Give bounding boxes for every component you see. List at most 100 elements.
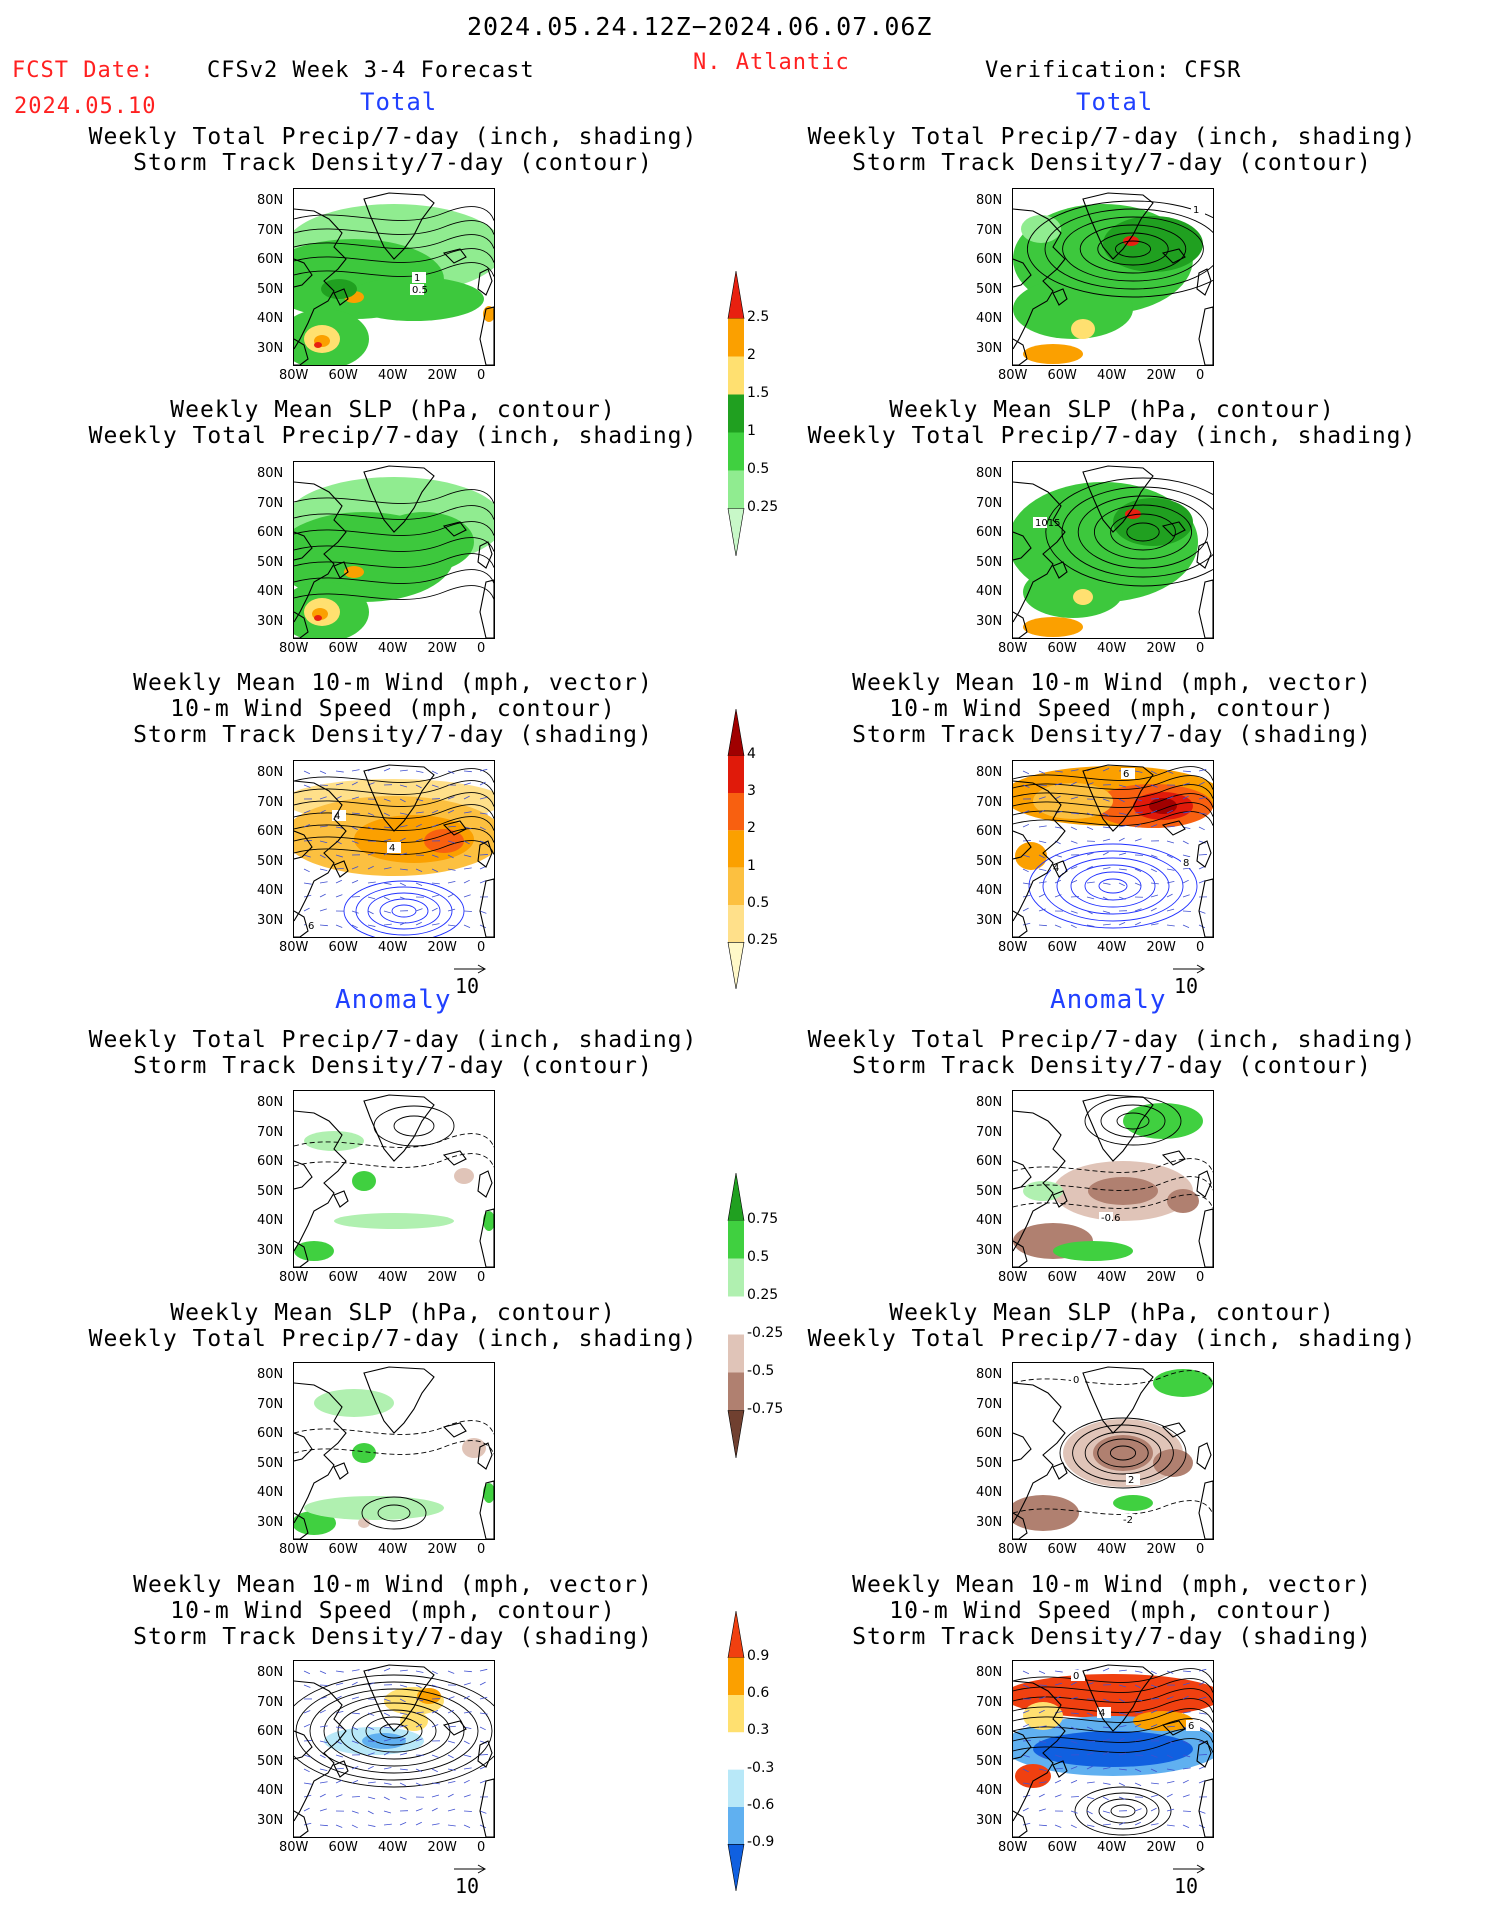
- contour-line: [1116, 1112, 1150, 1130]
- wind-vector: [1022, 1670, 1030, 1675]
- wind-vector: [1134, 1670, 1143, 1673]
- wind-vector: [351, 812, 360, 815]
- coastline: [1161, 1150, 1186, 1166]
- contour-line: [1013, 1728, 1213, 1743]
- shading-area: [1149, 798, 1177, 814]
- wind-vector: [383, 768, 391, 772]
- coastline: [1082, 1664, 1154, 1732]
- lat-tick-label: 50N: [976, 853, 1003, 869]
- coastline: [442, 248, 467, 264]
- map-plot: 1: [1013, 192, 1213, 365]
- wind-vector: [399, 1725, 408, 1728]
- wind-vector: [1134, 798, 1143, 802]
- wind-vector: [1054, 1794, 1062, 1798]
- wind-vector: [399, 1752, 408, 1756]
- wind-vector: [415, 823, 422, 828]
- section-anomaly-left: Anomaly: [335, 985, 452, 1015]
- wind-vector: [1070, 1766, 1078, 1770]
- wind-vector: [399, 1669, 408, 1672]
- wind-vector: [351, 1740, 359, 1744]
- contour-line: [393, 1115, 435, 1137]
- wind-vector: [1070, 1726, 1077, 1731]
- wind-vector: [1118, 1737, 1125, 1742]
- shading-area: [352, 1443, 376, 1463]
- coastline: [442, 1150, 467, 1166]
- vector-reference: 10: [1172, 1864, 1206, 1898]
- wind-vector: [399, 769, 408, 772]
- wind-vector: [351, 924, 358, 929]
- lon-tick-label: 20W: [1146, 368, 1176, 383]
- lat-tick-label: 40N: [976, 584, 1003, 599]
- coastline: [1013, 338, 1028, 365]
- wind-vector: [447, 1696, 455, 1700]
- shading-area: [1093, 1435, 1153, 1471]
- wind-vector: [463, 1740, 470, 1745]
- wind-vector: [367, 865, 374, 870]
- colorbar-label: -0.6: [747, 1797, 775, 1813]
- wind-vector: [351, 1824, 358, 1829]
- lat-tick-label: 70N: [257, 495, 284, 511]
- shading-area: [1158, 582, 1213, 638]
- wind-vector: [479, 781, 486, 786]
- lon-tick-label: 0: [477, 940, 486, 955]
- panel-title: Weekly Total Precip/7-day (inch, shading…: [802, 1027, 1422, 1079]
- wind-vector: [463, 879, 470, 884]
- map-panel: 1 0.5: [293, 188, 495, 366]
- wind-vector: [415, 1711, 424, 1714]
- lon-tick-label: 0: [1196, 641, 1205, 656]
- coastline: [294, 1110, 347, 1252]
- lon-tick-label: 60W: [1047, 641, 1077, 656]
- wind-vector: [1182, 795, 1189, 800]
- wind-vector: [319, 1824, 328, 1827]
- wind-vector: [463, 770, 472, 773]
- lat-tick-label: 70N: [257, 1124, 284, 1140]
- wind-vector: [399, 837, 406, 842]
- contour-line: [1062, 216, 1204, 282]
- lat-tick-label: 80N: [976, 1367, 1003, 1382]
- wind-vector: [399, 825, 408, 828]
- wind-vector: [463, 867, 472, 870]
- colorbar-segment: [728, 432, 744, 471]
- shading-area: [314, 342, 322, 348]
- contour-label: 2: [1128, 1475, 1134, 1486]
- wind-vector: [399, 1768, 408, 1771]
- wind-vector: [463, 1779, 470, 1784]
- wind-vector: [1102, 1796, 1109, 1801]
- wind-vector: [1086, 1781, 1095, 1784]
- contour-line: [1013, 766, 1213, 781]
- lat-tick-label: 40N: [257, 584, 284, 599]
- wind-vector: [1022, 868, 1029, 873]
- contour-line: [1013, 1668, 1213, 1683]
- wind-vector: [447, 770, 455, 774]
- wind-vector: [1086, 1824, 1095, 1827]
- wind-vector: [351, 1779, 359, 1784]
- lat-tick-label: 30N: [257, 1812, 284, 1828]
- wind-vector: [1134, 784, 1141, 789]
- lat-tick-label: 70N: [976, 794, 1003, 810]
- coastline: [333, 561, 349, 579]
- lon-tick-label: 0: [1196, 1840, 1205, 1855]
- wind-vector: [1198, 796, 1207, 800]
- wind-vector: [1198, 880, 1206, 884]
- wind-vector: [1070, 910, 1078, 914]
- wind-vector: [303, 1684, 311, 1688]
- contour-line: [294, 792, 494, 807]
- contour-line: [294, 206, 494, 221]
- shading-area: [454, 1168, 474, 1184]
- wind-vector: [367, 1726, 375, 1730]
- wind-vector: [1118, 1768, 1127, 1771]
- coastline: [1013, 258, 1032, 288]
- contour-line: [1013, 1738, 1213, 1753]
- map-panel: [293, 461, 495, 639]
- wind-vector: [1102, 867, 1111, 870]
- wind-vector: [383, 923, 392, 926]
- wind-vector: [303, 770, 311, 775]
- contour-line: [1084, 871, 1142, 901]
- wind-vector: [415, 784, 422, 789]
- wind-vector: [463, 1824, 471, 1829]
- lat-tick-label: 80N: [976, 193, 1003, 208]
- wind-vector: [1022, 770, 1030, 775]
- wind-vector: [415, 1808, 423, 1812]
- coastline: [363, 192, 435, 260]
- lat-tick-label: 70N: [976, 1396, 1003, 1412]
